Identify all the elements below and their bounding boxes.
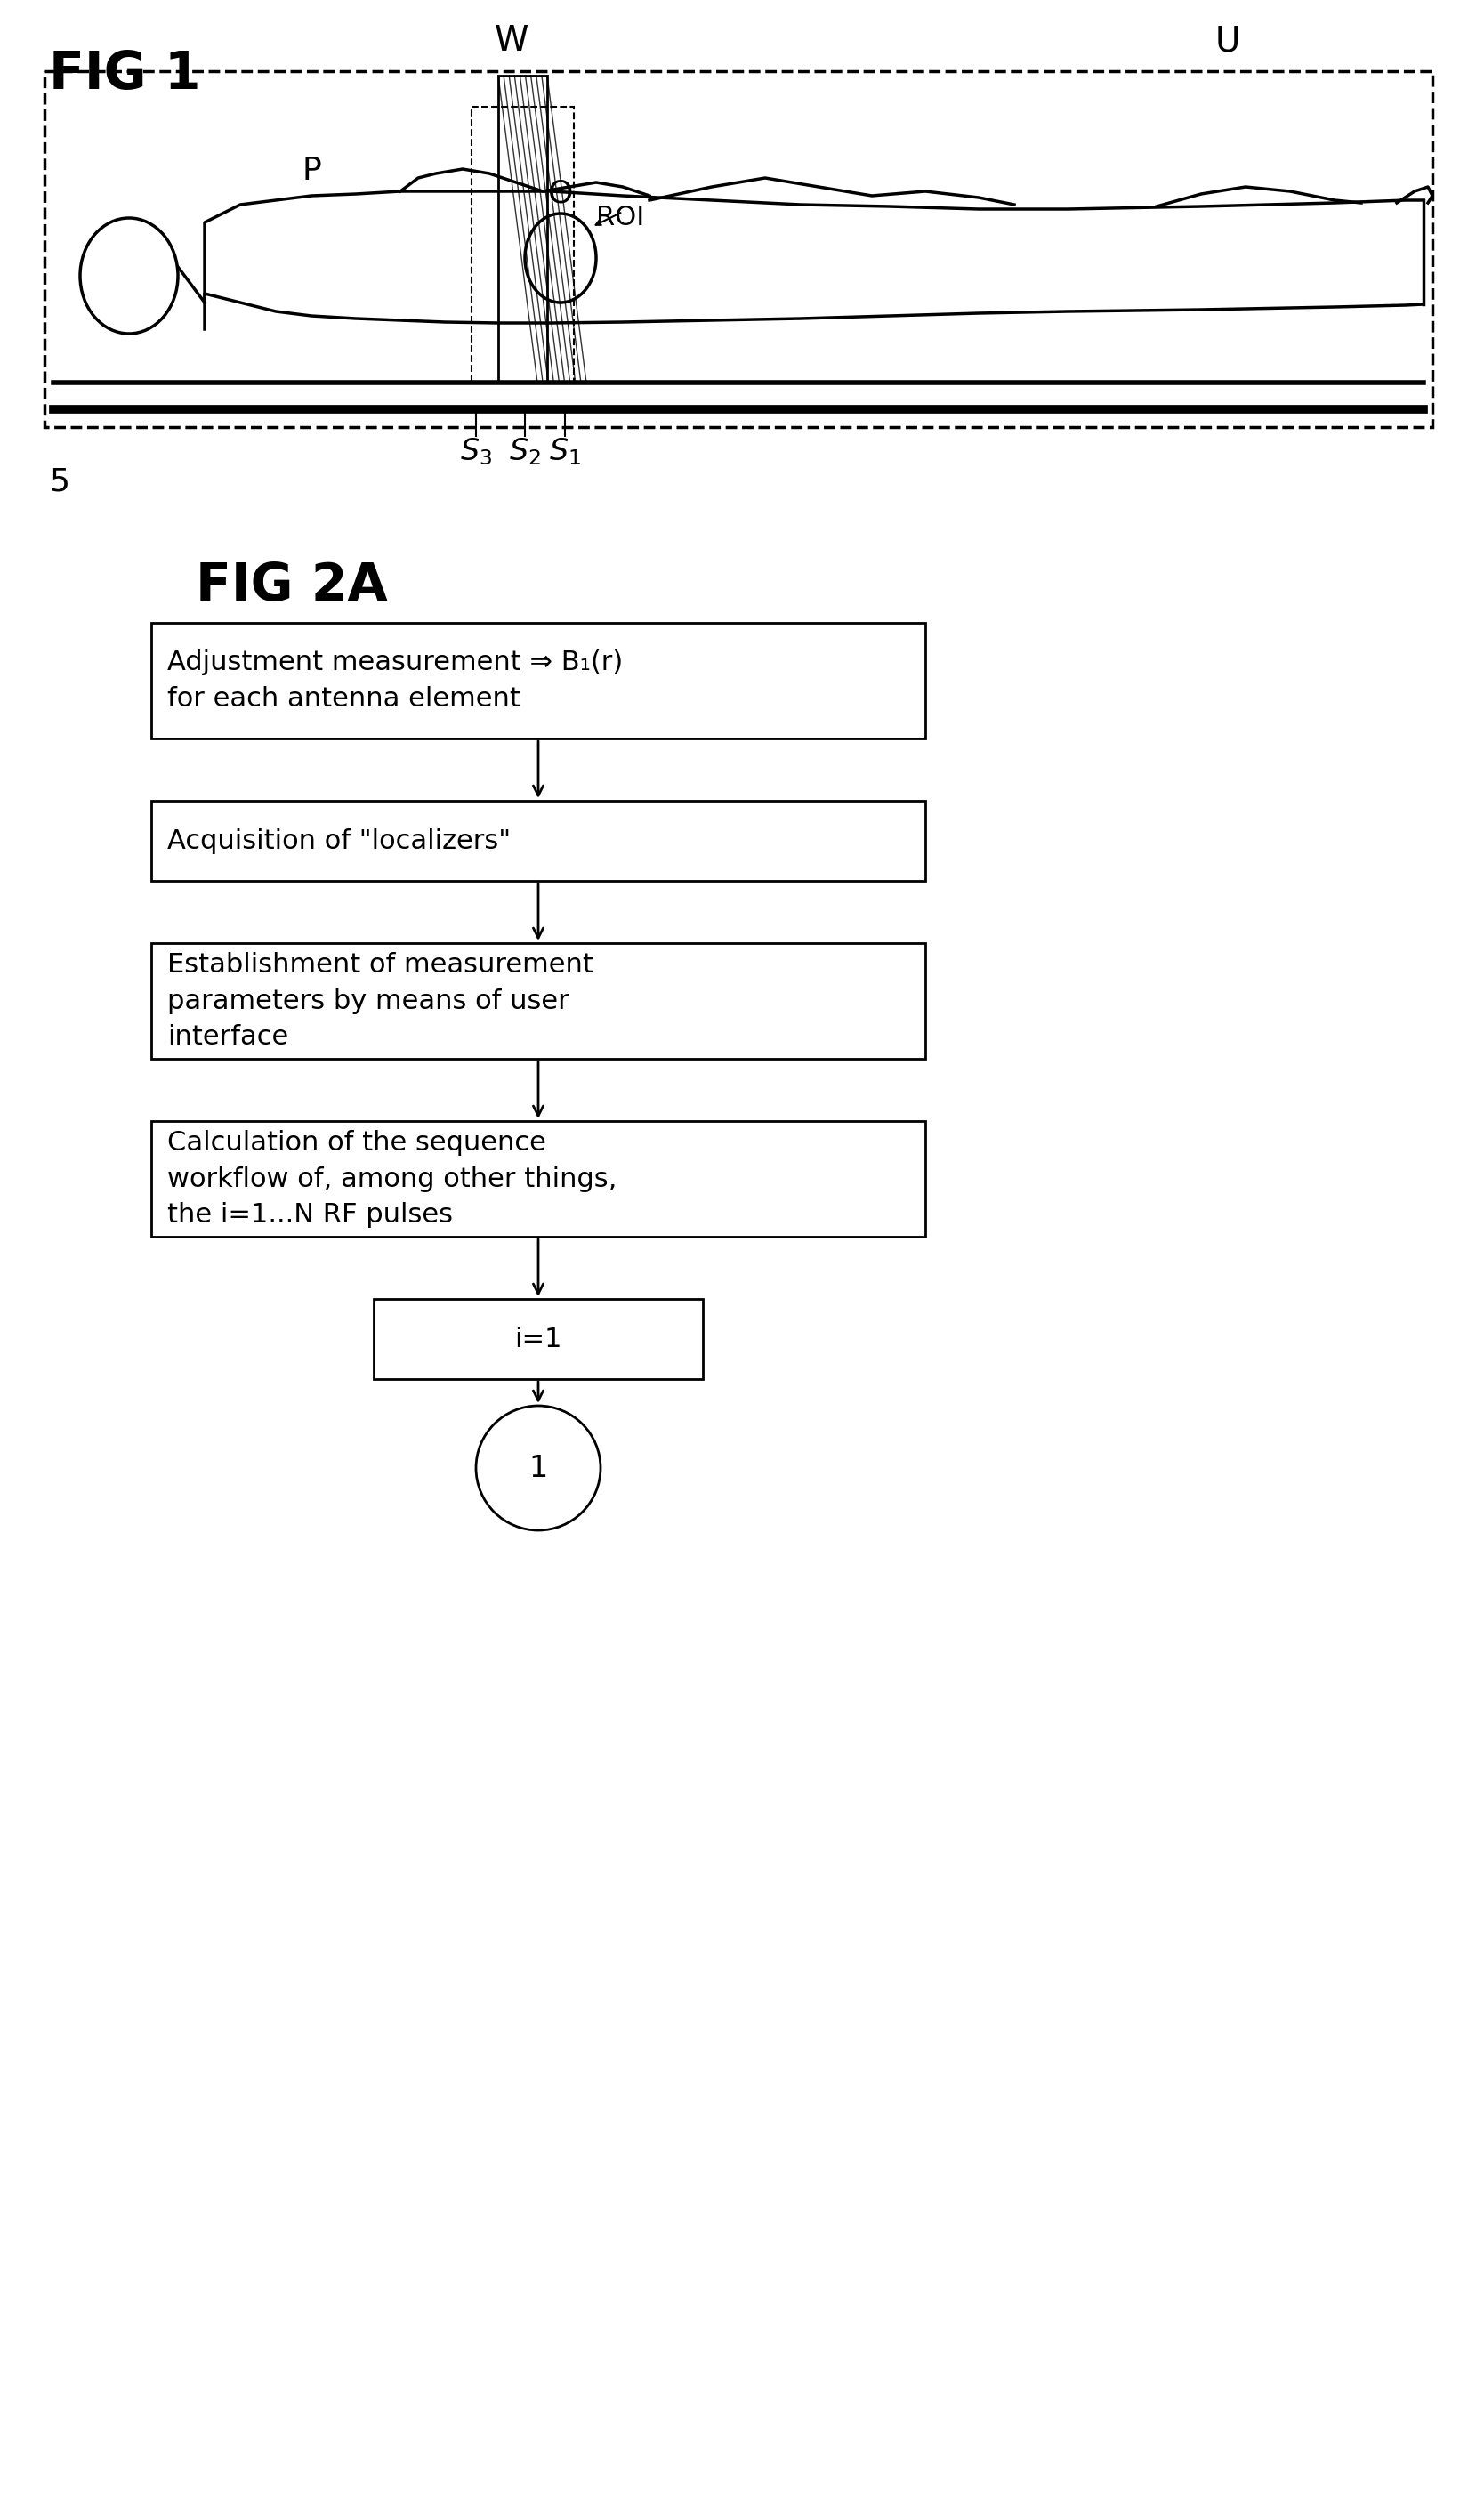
Text: ROI: ROI [597, 206, 644, 231]
Bar [151, 943, 926, 1059]
Text: 5: 5 [49, 467, 70, 497]
Bar [151, 622, 926, 738]
Bar [472, 108, 574, 381]
Text: $S_3$: $S_3$ [460, 437, 493, 467]
Circle shape [476, 1405, 601, 1530]
Text: P: P [301, 156, 321, 186]
Bar [151, 800, 926, 881]
Bar [45, 70, 1432, 427]
Text: U: U [1215, 25, 1241, 58]
Text: FIG 2A: FIG 2A [196, 560, 387, 612]
Text: FIG 1: FIG 1 [49, 50, 200, 100]
Text: i=1: i=1 [515, 1327, 562, 1352]
Bar [499, 75, 548, 381]
Text: Acquisition of "localizers": Acquisition of "localizers" [168, 828, 510, 853]
Text: $S_1$: $S_1$ [549, 437, 580, 467]
Text: $S_2$: $S_2$ [509, 437, 540, 467]
Text: Establishment of measurement
parameters by means of user
interface: Establishment of measurement parameters … [168, 951, 594, 1049]
Text: O: O [548, 178, 573, 208]
Text: W: W [494, 25, 528, 58]
Text: Adjustment measurement ⇒ B₁(r)
for each antenna element: Adjustment measurement ⇒ B₁(r) for each … [168, 650, 623, 713]
Text: Calculation of the sequence
workflow of, among other things,
the i=1...N RF puls: Calculation of the sequence workflow of,… [168, 1129, 617, 1227]
Text: 1: 1 [528, 1453, 548, 1483]
Bar [151, 1122, 926, 1237]
Bar [374, 1300, 703, 1380]
